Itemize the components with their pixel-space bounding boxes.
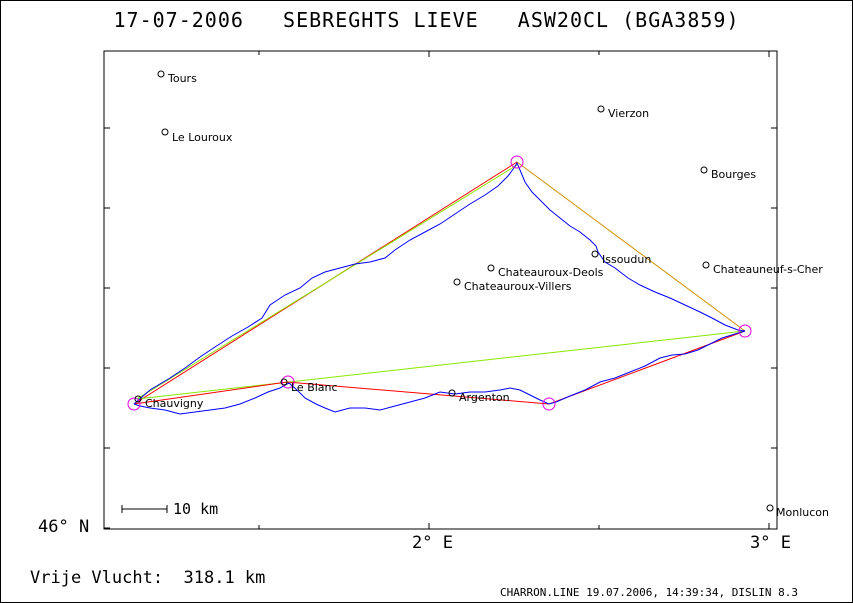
town-tours: Tours bbox=[157, 70, 197, 85]
svg-text:Bourges: Bourges bbox=[711, 168, 756, 181]
y-tick-label-46n: 46° N bbox=[38, 517, 89, 537]
svg-text:Chateauneuf-s-Cher: Chateauneuf-s-Cher bbox=[713, 263, 823, 276]
task-leg-green bbox=[136, 164, 518, 400]
distance-summary: Vrije Vlucht: 318.1 km bbox=[30, 568, 266, 588]
turnpoint-marker bbox=[510, 155, 524, 169]
scale-bar: 10 km bbox=[121, 500, 218, 518]
svg-text:Le Louroux: Le Louroux bbox=[172, 131, 233, 144]
town-chateauneuf-s-cher: Chateauneuf-s-Cher bbox=[702, 261, 823, 276]
x-tick-label-2e: 2° E bbox=[412, 533, 453, 553]
svg-text:Le Blanc: Le Blanc bbox=[291, 381, 338, 394]
town-argenton: Argenton bbox=[448, 389, 510, 404]
turnpoint-marker bbox=[738, 324, 752, 338]
town-le-blanc: Le Blanc bbox=[280, 378, 338, 394]
town-bourges: Bourges bbox=[700, 166, 756, 181]
svg-text:Chateauroux-Deols: Chateauroux-Deols bbox=[498, 266, 604, 279]
svg-text:Monlucon: Monlucon bbox=[776, 506, 829, 519]
plot-area bbox=[103, 50, 778, 530]
svg-text:Issoudun: Issoudun bbox=[602, 253, 651, 266]
x-tick-label-3e: 3° E bbox=[750, 533, 791, 553]
task-lines bbox=[133, 161, 746, 405]
town-chateauroux-deols: Chateauroux-Deols bbox=[487, 264, 604, 279]
x-ticks bbox=[258, 51, 770, 529]
scale-bar-label: 10 km bbox=[173, 500, 218, 518]
y-ticks bbox=[104, 127, 777, 529]
town-monlucon: Monlucon bbox=[766, 504, 829, 519]
town-chauvigny: Chauvigny bbox=[134, 395, 204, 410]
task-leg-green bbox=[136, 330, 746, 400]
town-le-louroux: Le Louroux bbox=[161, 128, 233, 144]
task-leg-red bbox=[133, 330, 746, 405]
town-chateauroux-villers: Chateauroux-Villers bbox=[453, 278, 572, 293]
town-vierzon: Vierzon bbox=[597, 105, 649, 120]
svg-text:Vierzon: Vierzon bbox=[608, 107, 649, 120]
generator-info: CHARRON.LINE 19.07.2006, 14:39:34, DISLI… bbox=[500, 586, 799, 599]
turnpoint-marker bbox=[281, 375, 295, 389]
town-issoudun: Issoudun bbox=[591, 250, 651, 266]
page-title: 17-07-2006 SEBREGHTS LIEVE ASW20CL (BGA3… bbox=[113, 8, 740, 32]
turnpoint-marker bbox=[127, 397, 141, 411]
turnpoint-marker bbox=[542, 397, 556, 411]
task-leg-orange bbox=[516, 161, 746, 332]
towns: Tours Le Louroux Vierzon Bourges Issoudu… bbox=[134, 70, 829, 519]
turnpoints bbox=[127, 155, 752, 411]
flight-track bbox=[133, 161, 746, 415]
svg-text:Chateauroux-Villers: Chateauroux-Villers bbox=[464, 280, 572, 293]
svg-text:Tours: Tours bbox=[167, 72, 197, 85]
svg-text:Argenton: Argenton bbox=[459, 391, 510, 404]
svg-text:Chauvigny: Chauvigny bbox=[145, 397, 204, 410]
